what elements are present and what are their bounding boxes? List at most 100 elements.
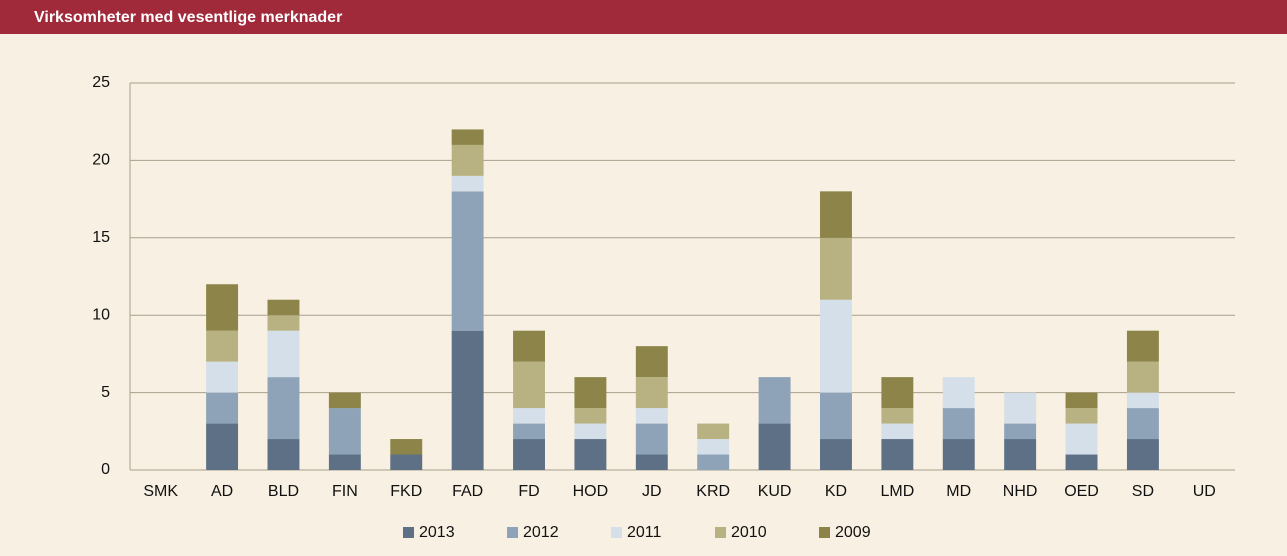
bar-segment (758, 423, 791, 470)
legend-swatch (715, 527, 726, 538)
bar-segment (697, 423, 730, 440)
bar-segment (635, 408, 668, 424)
legend-swatch (507, 527, 518, 538)
bar-segment (1065, 423, 1098, 455)
bar-segment (820, 299, 852, 393)
bar-segment (206, 361, 239, 393)
bar-segment (206, 330, 239, 362)
bar-segment (1004, 392, 1037, 424)
bar-segment (697, 454, 730, 470)
bar-segment (881, 423, 914, 440)
legend-label: 2009 (835, 524, 871, 541)
bar-segment (328, 408, 361, 455)
bar-segment (1126, 392, 1159, 409)
x-tick-label: BLD (268, 483, 299, 500)
bar-segment (451, 330, 484, 470)
legend-label: 2012 (523, 524, 559, 541)
bar-segment (1004, 439, 1037, 470)
bar-segment (942, 439, 975, 470)
bar-segment (1126, 439, 1159, 470)
bar-segment (328, 392, 361, 409)
bar-segment (1065, 408, 1098, 424)
bar-segment (513, 423, 545, 440)
bar-segment (881, 377, 914, 409)
bar-segment (451, 129, 484, 145)
bar-segment (881, 408, 914, 424)
bar-segment (267, 299, 300, 316)
legend-swatch (611, 527, 622, 538)
x-tick-label: UD (1193, 483, 1216, 500)
bar-segment (1126, 330, 1159, 362)
bar-segment (267, 377, 300, 440)
x-tick-label: JD (642, 483, 662, 500)
bar-segment (451, 144, 484, 176)
x-tick-label: FIN (332, 483, 358, 500)
x-tick-label: SD (1132, 483, 1154, 500)
y-tick-label: 20 (92, 152, 110, 169)
bar-segment (390, 454, 423, 470)
bar-segment (635, 377, 668, 409)
bar-segment (635, 454, 668, 470)
bar-segment (574, 408, 607, 424)
bar-segment (820, 191, 852, 238)
x-tick-label: KUD (758, 483, 792, 500)
x-tick-label: NHD (1003, 483, 1038, 500)
bar-segment (1004, 423, 1037, 440)
x-tick-label: OED (1064, 483, 1099, 500)
y-tick-label: 0 (101, 461, 110, 478)
bar-segment (1065, 454, 1098, 470)
bar-segment (267, 315, 300, 331)
bar-segment (390, 439, 423, 455)
y-tick-label: 15 (92, 229, 110, 246)
bar-segment (942, 377, 975, 409)
legend-swatch (403, 527, 414, 538)
x-tick-label: SMK (143, 483, 178, 500)
x-tick-label: FAD (452, 483, 483, 500)
bar-segment (267, 439, 300, 470)
bar-segment (1126, 361, 1159, 393)
x-tick-label: MD (946, 483, 971, 500)
x-tick-label: FD (518, 483, 539, 500)
bar-segment (513, 408, 545, 424)
bar-segment (451, 191, 484, 331)
x-tick-label: LMD (880, 483, 914, 500)
header-bar (0, 0, 1287, 34)
bar-segment (881, 439, 914, 470)
legend-label: 2010 (731, 524, 767, 541)
bar-segment (1065, 392, 1098, 409)
x-tick-label: AD (211, 483, 233, 500)
y-tick-label: 25 (92, 74, 110, 91)
bar-segment (451, 175, 484, 192)
bar-segment (574, 377, 607, 409)
bar-segment (513, 330, 545, 362)
x-tick-label: KRD (696, 483, 730, 500)
bar-segment (942, 408, 975, 440)
bar-segment (635, 423, 668, 455)
bar-segment (513, 439, 545, 470)
bar-segment (574, 439, 607, 470)
bar-segment (758, 377, 791, 424)
bar-segment (328, 454, 361, 470)
bar-segment (574, 423, 607, 440)
bar-segment (267, 330, 300, 378)
x-tick-label: KD (825, 483, 847, 500)
y-tick-label: 5 (101, 384, 110, 401)
bar-segment (206, 392, 239, 424)
bar-segment (820, 439, 852, 470)
bar-segment (697, 439, 730, 455)
bar-segment (635, 346, 668, 378)
bar-segment (206, 423, 239, 470)
chart-title: Virksomheter med vesentlige merknader (34, 9, 342, 26)
bar-segment (206, 284, 239, 331)
x-tick-label: FKD (390, 483, 422, 500)
x-tick-label: HOD (573, 483, 609, 500)
legend-label: 2011 (627, 524, 662, 541)
y-tick-label: 10 (92, 306, 110, 323)
legend-label: 2013 (419, 524, 455, 541)
bar-segment (820, 237, 852, 300)
bar-segment (513, 361, 545, 409)
bar-segment (1126, 408, 1159, 440)
legend-swatch (819, 527, 830, 538)
